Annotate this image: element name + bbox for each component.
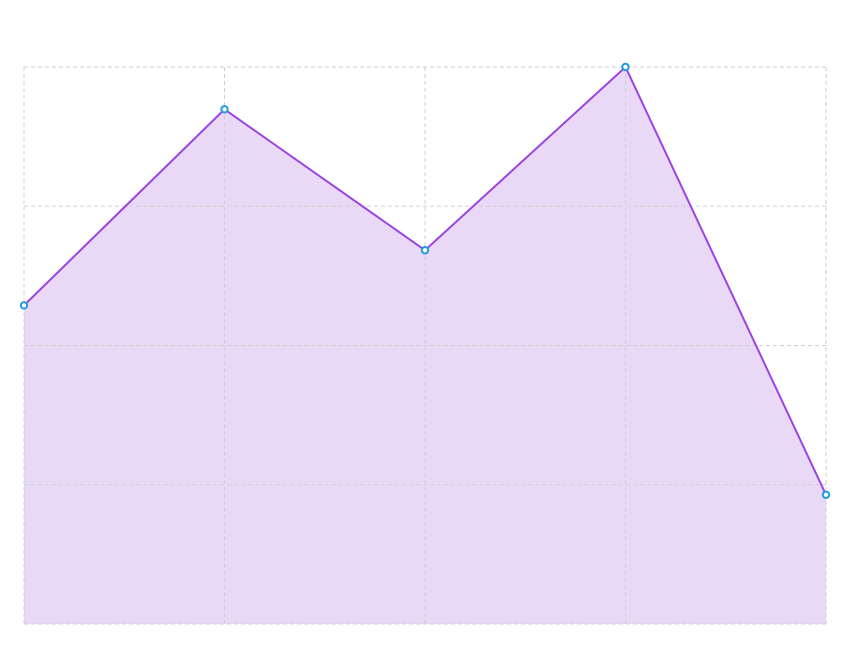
data-point — [19, 301, 29, 310]
data-point — [220, 105, 229, 114]
marker-layer — [19, 62, 831, 499]
data-point — [821, 490, 831, 499]
data-point — [420, 246, 430, 255]
data-point — [621, 62, 630, 72]
grid-layer — [23, 66, 827, 625]
